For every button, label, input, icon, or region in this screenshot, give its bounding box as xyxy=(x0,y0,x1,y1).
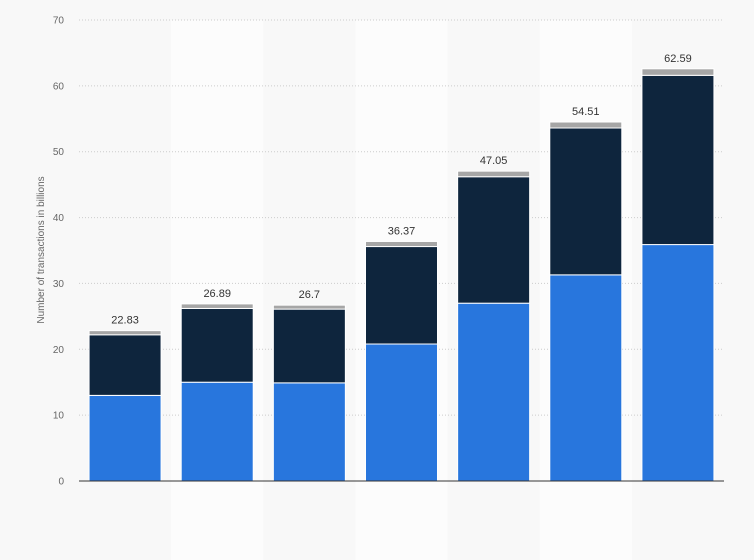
bars xyxy=(88,68,715,482)
bar-segment-1 xyxy=(457,302,531,482)
y-tick-label: 40 xyxy=(53,213,65,224)
bar-segment-1 xyxy=(88,394,162,482)
y-tick-label: 10 xyxy=(53,411,65,422)
bar-segment-1 xyxy=(641,244,715,482)
bar-segment-2 xyxy=(457,176,531,304)
y-tick-label: 0 xyxy=(58,477,64,488)
total-label: 22.83 xyxy=(111,315,139,327)
bar-segment-3 xyxy=(272,304,346,310)
y-axis: 0 10 20 30 40 50 60 70 xyxy=(53,16,65,488)
total-labels: 22.83 26.89 26.7 36.37 47.05 54.51 62.59 xyxy=(111,53,691,327)
total-label: 62.59 xyxy=(664,53,692,65)
y-tick-label: 50 xyxy=(53,147,65,158)
bar-segment-2 xyxy=(272,308,346,384)
bar-segment-1 xyxy=(549,274,623,482)
total-label: 26.7 xyxy=(299,289,320,301)
y-tick-label: 70 xyxy=(53,16,65,27)
y-tick-label: 60 xyxy=(53,81,65,92)
bar-segment-2 xyxy=(365,246,438,345)
bar-segment-2 xyxy=(641,74,715,246)
bar-segment-2 xyxy=(88,334,162,396)
bar-segment-3 xyxy=(549,121,623,129)
y-tick-label: 20 xyxy=(53,345,65,356)
bar-segment-3 xyxy=(641,68,715,76)
bar-segment-3 xyxy=(457,170,531,178)
total-label: 47.05 xyxy=(480,155,508,167)
bar-segment-2 xyxy=(549,127,623,276)
total-label: 26.89 xyxy=(203,288,231,300)
bar-segment-1 xyxy=(180,381,254,482)
bar-segment-3 xyxy=(365,240,438,248)
total-label: 36.37 xyxy=(388,225,416,237)
bar-segment-1 xyxy=(272,382,346,482)
bar-segment-3 xyxy=(88,330,162,336)
total-label: 54.51 xyxy=(572,106,600,118)
y-axis-title: Number of transactions in billions xyxy=(36,176,47,323)
bar-segment-1 xyxy=(365,343,438,482)
bar-segment-2 xyxy=(180,307,254,383)
y-tick-label: 30 xyxy=(53,279,65,290)
bar-segment-3 xyxy=(180,303,254,309)
